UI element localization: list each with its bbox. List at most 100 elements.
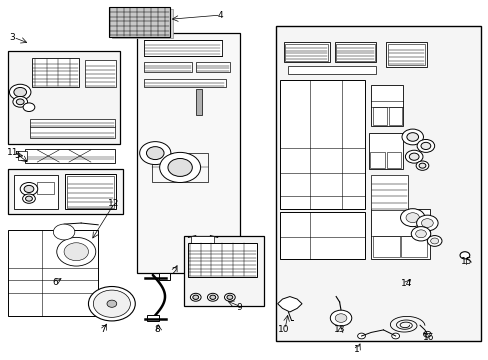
Text: 8: 8 (155, 325, 160, 334)
Bar (183, 235, 264, 306)
Text: 4: 4 (217, 11, 223, 20)
Circle shape (401, 129, 423, 145)
Circle shape (140, 141, 170, 165)
Circle shape (209, 295, 215, 300)
Bar (335, 44, 374, 60)
Text: 2: 2 (171, 267, 176, 276)
Bar (112, 9, 172, 39)
Bar (372, 235, 399, 257)
Circle shape (334, 314, 346, 322)
Circle shape (415, 161, 428, 170)
Bar (387, 44, 424, 65)
Circle shape (416, 139, 434, 152)
Bar (137, 33, 239, 273)
Bar (279, 80, 364, 209)
Bar (147, 315, 158, 321)
Text: 7: 7 (100, 325, 106, 334)
Bar (190, 236, 214, 245)
Bar (195, 89, 201, 116)
Circle shape (400, 209, 424, 226)
Circle shape (357, 333, 365, 339)
Bar (188, 243, 256, 277)
Bar (143, 40, 221, 56)
Text: 10: 10 (278, 325, 289, 334)
Bar (109, 7, 169, 37)
Bar (368, 134, 402, 169)
Circle shape (226, 295, 232, 300)
Circle shape (93, 290, 130, 318)
Bar (158, 273, 170, 280)
Circle shape (159, 152, 200, 183)
Circle shape (16, 99, 24, 105)
Circle shape (20, 183, 38, 195)
Bar (388, 107, 401, 125)
Bar (370, 175, 407, 211)
Bar (65, 174, 116, 210)
Bar (370, 85, 402, 126)
Text: 13: 13 (333, 325, 345, 334)
Circle shape (22, 194, 35, 203)
Circle shape (421, 219, 432, 228)
Circle shape (423, 331, 430, 337)
Bar (386, 152, 400, 168)
Bar (370, 209, 429, 259)
Bar (372, 107, 386, 125)
Circle shape (415, 230, 426, 238)
Circle shape (190, 293, 201, 301)
Circle shape (430, 238, 438, 244)
Bar (195, 62, 229, 72)
Text: 3: 3 (9, 33, 15, 42)
Circle shape (146, 147, 163, 159)
Bar (285, 44, 328, 60)
Circle shape (57, 237, 96, 266)
Bar (84, 60, 116, 87)
Bar (276, 26, 480, 341)
Circle shape (410, 226, 430, 241)
Circle shape (107, 300, 117, 307)
Bar (67, 176, 114, 208)
Text: 14: 14 (400, 279, 411, 288)
Polygon shape (277, 297, 302, 312)
Bar (143, 62, 192, 72)
Bar (369, 152, 384, 168)
Text: 15: 15 (460, 257, 471, 266)
Bar (385, 42, 427, 67)
Circle shape (330, 310, 351, 326)
Text: 6: 6 (52, 278, 58, 287)
Circle shape (459, 252, 469, 259)
Circle shape (25, 196, 32, 201)
Text: 16: 16 (422, 333, 434, 342)
Bar (400, 235, 427, 257)
Bar (14, 175, 58, 209)
Circle shape (427, 235, 441, 246)
Circle shape (405, 150, 422, 163)
Bar (8, 230, 98, 316)
Text: 5: 5 (14, 151, 20, 160)
Circle shape (53, 224, 75, 240)
Circle shape (192, 295, 198, 300)
Circle shape (420, 142, 430, 149)
Bar (152, 153, 207, 182)
Bar (30, 119, 115, 127)
Circle shape (405, 213, 419, 222)
Circle shape (416, 215, 437, 231)
Circle shape (167, 158, 192, 176)
Bar (8, 169, 122, 214)
Bar (143, 79, 226, 87)
Text: 9: 9 (236, 303, 242, 312)
Circle shape (9, 84, 31, 100)
Circle shape (207, 293, 218, 301)
Circle shape (406, 133, 418, 141)
Bar (334, 42, 375, 62)
Text: 1: 1 (353, 346, 359, 355)
Bar (25, 149, 115, 163)
Circle shape (224, 293, 235, 301)
Circle shape (418, 163, 425, 168)
Bar (8, 51, 120, 144)
Bar (279, 212, 364, 259)
Circle shape (64, 243, 88, 261)
Circle shape (24, 185, 34, 193)
Bar (30, 126, 115, 138)
Bar (37, 182, 54, 194)
Bar (18, 151, 26, 160)
